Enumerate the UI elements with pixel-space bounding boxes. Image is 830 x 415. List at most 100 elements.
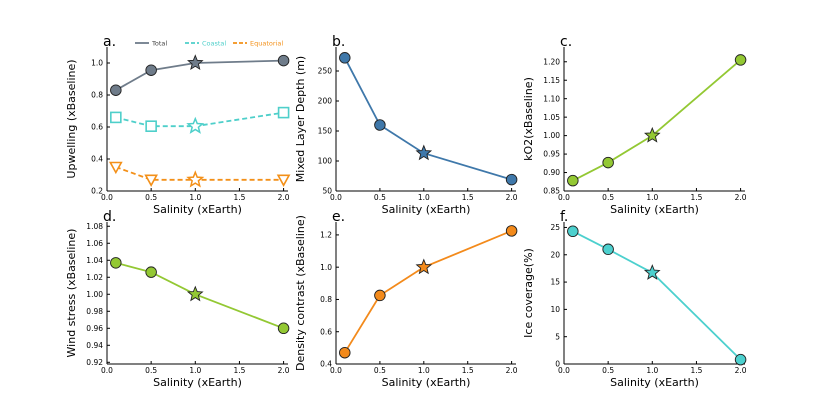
baseline-star-marker <box>644 264 661 280</box>
series-line <box>115 59 284 91</box>
chart-panel-3: 0.0 0.5 1.0 1.5 2.0 0.85 0.90 0.95 1.00 1.05 1.10 1… <box>522 34 747 216</box>
y-tick-label: 1.10 <box>543 94 560 103</box>
x-tick-label: 1.5 <box>233 366 245 375</box>
y-tick-label: 250 <box>318 67 333 76</box>
x-tick-label: 0.0 <box>101 193 113 202</box>
x-tick-label: 0.5 <box>374 193 386 202</box>
series-line <box>115 261 284 330</box>
data-point-marker <box>277 54 290 67</box>
y-tick-label: 0.6 <box>91 123 103 132</box>
x-tick-label: 0.5 <box>374 366 386 375</box>
x-tick-label: 1.5 <box>690 193 702 202</box>
series-main <box>567 225 747 366</box>
y-tick-label: 10 <box>550 305 560 314</box>
series-main <box>339 52 518 186</box>
y-axis-title: Density contrast (xBaseline) <box>294 215 307 371</box>
x-tick-label: 0.0 <box>558 366 570 375</box>
series-main <box>110 257 290 335</box>
x-tick-label: 0.5 <box>145 366 157 375</box>
legend-label: Coastal <box>202 39 226 47</box>
data-point-marker <box>602 156 614 169</box>
panel-label: d. <box>103 209 116 225</box>
y-tick-label: 0.6 <box>320 327 332 336</box>
x-tick-label: 2.0 <box>735 193 747 202</box>
data-point-marker <box>276 174 291 187</box>
y-tick-label: 20 <box>550 250 560 259</box>
series-line <box>343 57 512 181</box>
data-point-marker <box>734 353 747 366</box>
legend: Total Coastal Equatorial <box>135 39 283 47</box>
x-tick-label: 1.0 <box>189 366 201 375</box>
y-tick-label: 0.4 <box>91 155 103 164</box>
y-tick-label: 15 <box>550 278 560 287</box>
x-tick-label: 0.5 <box>602 193 614 202</box>
data-point-marker <box>277 322 290 335</box>
x-tick-label: 0.0 <box>101 366 113 375</box>
y-tick-label: 150 <box>318 127 333 136</box>
data-point-marker <box>110 84 122 96</box>
y-tick-label: 1.08 <box>86 222 103 231</box>
series-line <box>115 111 284 128</box>
chart-panel-2: 0.0 0.5 1.0 1.5 2.0 50 100 150 200 250 Salinity (x… <box>294 34 518 216</box>
chart-panel-5: 0.0 0.5 1.0 1.5 2.0 0.4 0.6 0.8 1.0 1.2 Salinity (… <box>294 209 518 389</box>
y-tick-label: 25 <box>550 223 560 232</box>
series-total <box>110 54 290 96</box>
x-tick-label: 0.0 <box>330 366 342 375</box>
x-tick-label: 1.0 <box>418 193 430 202</box>
x-tick-label: 2.0 <box>278 193 290 202</box>
x-tick-label: 0.5 <box>145 193 157 202</box>
data-point-marker <box>374 119 386 131</box>
baseline-star-marker <box>415 144 433 161</box>
x-tick-label: 1.5 <box>462 366 474 375</box>
y-tick-label: 50 <box>322 187 332 196</box>
data-point-marker <box>108 161 123 175</box>
data-point-marker <box>144 174 158 187</box>
legend-label: Equatorial <box>250 39 283 47</box>
x-axis-title: Salinity (xEarth) <box>153 203 242 216</box>
series-main <box>339 225 518 359</box>
x-tick-label: 1.0 <box>646 193 658 202</box>
x-tick-label: 2.0 <box>506 366 518 375</box>
y-tick-label: 1.06 <box>86 239 103 248</box>
y-tick-label: 0.98 <box>86 307 103 316</box>
y-tick-label: 0.85 <box>543 187 560 196</box>
x-axis-title: Salinity (xEarth) <box>610 376 699 389</box>
data-point-marker <box>505 173 518 186</box>
y-tick-label: 0.90 <box>543 168 560 177</box>
series-equatorial <box>108 161 291 188</box>
baseline-star-marker <box>186 116 205 134</box>
x-tick-label: 1.5 <box>233 193 245 202</box>
series-line <box>572 59 742 182</box>
x-tick-label: 2.0 <box>506 193 518 202</box>
data-point-marker <box>374 289 386 302</box>
data-point-marker <box>339 52 351 64</box>
x-tick-label: 1.0 <box>189 193 201 202</box>
y-tick-label: 0.92 <box>86 358 103 367</box>
y-tick-label: 0.96 <box>86 324 103 333</box>
series-line <box>572 230 742 361</box>
data-point-marker <box>110 257 122 269</box>
panel-label: e. <box>332 209 345 225</box>
y-tick-label: 0.95 <box>543 150 560 159</box>
x-tick-label: 1.0 <box>418 366 430 375</box>
legend-label: Total <box>151 39 167 47</box>
panel-label: f. <box>560 209 568 225</box>
baseline-star-marker <box>644 126 661 143</box>
y-axis-title: Upwelling (xBaseline) <box>65 59 78 178</box>
y-axis-title: kO2(xBaseline) <box>522 77 535 161</box>
x-axis-title: Salinity (xEarth) <box>382 376 471 389</box>
baseline-star-marker <box>415 258 433 275</box>
y-tick-label: 1.0 <box>320 263 332 272</box>
baseline-star-marker <box>186 170 205 188</box>
series-line <box>344 230 512 354</box>
x-tick-label: 0.5 <box>602 366 614 375</box>
y-tick-label: 1.05 <box>543 113 560 122</box>
data-point-marker <box>567 174 579 187</box>
y-tick-label: 1.04 <box>86 256 103 265</box>
x-axis-title: Salinity (xEarth) <box>153 376 242 389</box>
y-tick-label: 200 <box>318 97 333 106</box>
y-tick-label: 0.2 <box>91 187 103 196</box>
data-point-marker <box>110 111 122 124</box>
y-tick-label: 0.4 <box>320 360 332 369</box>
